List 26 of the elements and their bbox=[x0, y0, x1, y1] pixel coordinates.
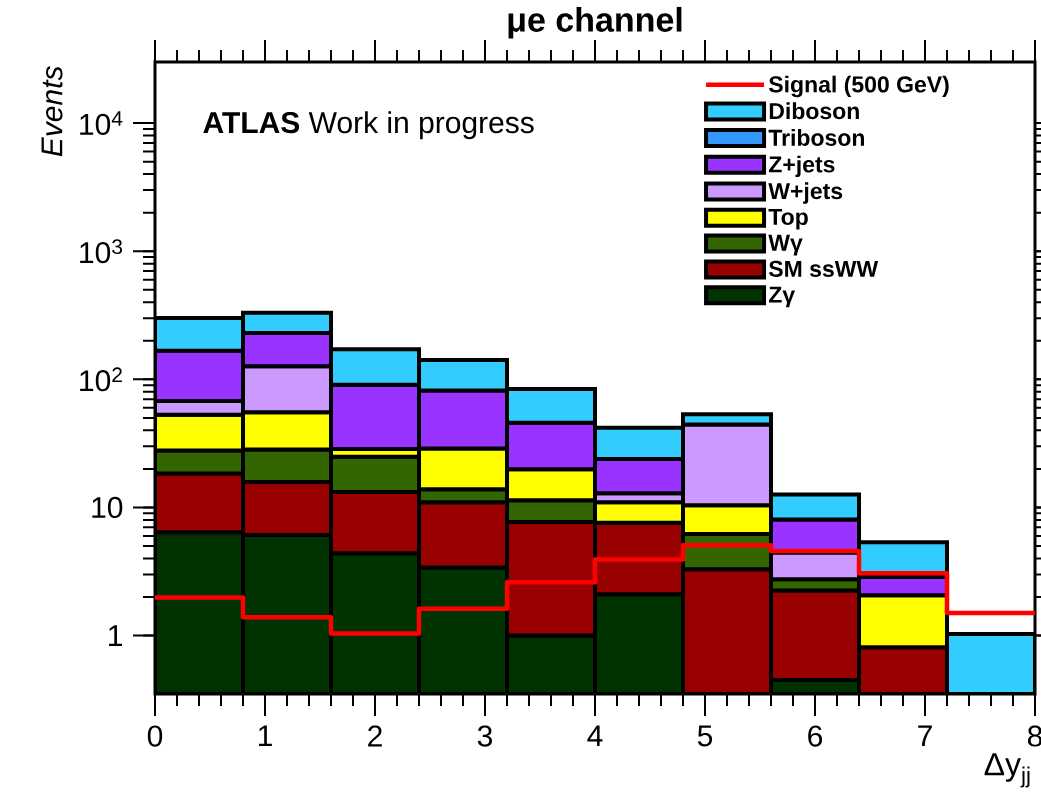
y-tick-label: 10$^{3}$ bbox=[80, 239, 123, 264]
legend-label: Diboson bbox=[769, 102, 859, 120]
legend-label: Zγ bbox=[768, 286, 796, 308]
chart-title: μe channel bbox=[508, 6, 682, 39]
legend-label: Z+jets bbox=[768, 155, 835, 178]
y-axis-title: Events bbox=[41, 66, 63, 157]
annotation: ATLAS Work in progress bbox=[203, 111, 534, 140]
legend-label: Top bbox=[768, 209, 808, 230]
x-tick-label: 4 bbox=[587, 725, 603, 747]
x-tick-label: 5 bbox=[697, 725, 713, 747]
x-tick-label: 6 bbox=[808, 725, 823, 747]
y-tick-label: 10$^{4}$ bbox=[80, 111, 123, 136]
y-tick-label: 10 bbox=[92, 496, 123, 519]
x-tick-label: 1 bbox=[258, 725, 272, 747]
legend-label: Triboson bbox=[768, 129, 864, 146]
legend-label: Signal (500 GeV) bbox=[768, 75, 949, 98]
x-tick-label: 7 bbox=[918, 725, 932, 747]
legend-label: Wγ bbox=[768, 234, 803, 256]
y-tick-label: 1 bbox=[109, 625, 123, 646]
x-tick-label: 3 bbox=[477, 725, 493, 747]
x-axis-title: Δy$_{jj}$ bbox=[984, 753, 1030, 788]
legend-label: SM ssWW bbox=[768, 260, 879, 277]
x-tick-label: 2 bbox=[368, 725, 382, 747]
y-tick-label: 10$^{2}$ bbox=[80, 367, 122, 392]
legend-label: W+jets bbox=[768, 182, 843, 204]
x-tick-label: 0 bbox=[147, 725, 163, 747]
